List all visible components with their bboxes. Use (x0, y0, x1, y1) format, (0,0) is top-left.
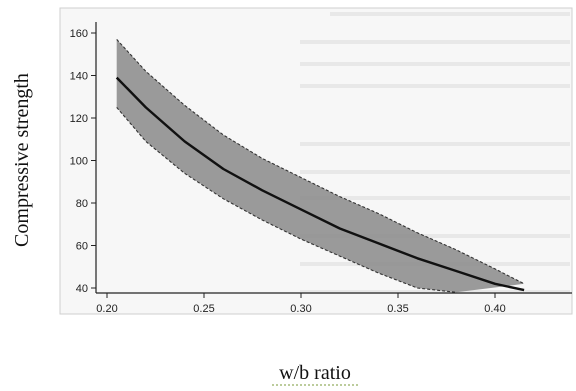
y-tick-label: 160 (70, 28, 88, 40)
x-tick-label: 0.25 (193, 303, 214, 315)
chart-marks (115, 39, 525, 293)
x-axis-label: w/b ratio (279, 362, 351, 384)
y-tick-label: 140 (70, 71, 88, 83)
axes (95, 22, 572, 294)
y-tick-label: 120 (70, 113, 88, 125)
y-tick-label: 60 (76, 241, 88, 253)
background-text (300, 12, 570, 294)
y-tick-label: 80 (76, 198, 88, 210)
upper-bound-line (116, 39, 525, 285)
y-tick-label: 100 (70, 156, 88, 168)
plot-panel (59, 7, 573, 315)
lower-bound-line (116, 107, 457, 293)
x-tick-label: 0.30 (290, 303, 311, 315)
x-tick-label: 0.35 (387, 303, 408, 315)
y-tick-label: 40 (76, 283, 88, 295)
axis-ticks: 0.20 0.25 0.30 0.35 0.40 40 60 80 100 120 140 160 (70, 28, 506, 315)
x-tick-label: 0.40 (484, 303, 505, 315)
x-tick-label: 0.20 (96, 303, 117, 315)
confidence-band (116, 39, 525, 293)
mean-line (115, 76, 525, 292)
y-axis-label: Compressive strength (11, 73, 33, 247)
